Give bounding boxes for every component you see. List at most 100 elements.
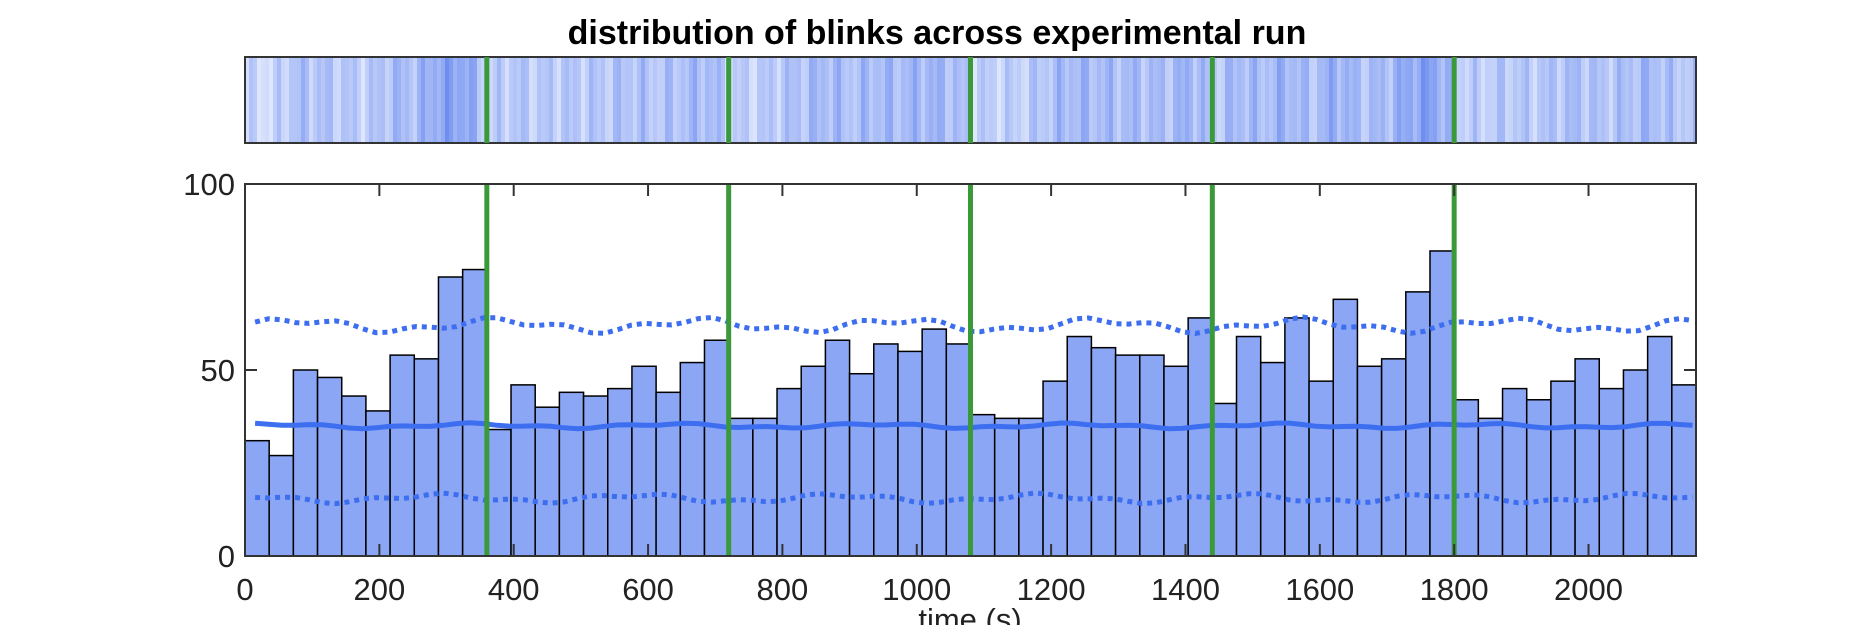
heatmap-cell <box>253 57 257 143</box>
heatmap-cell <box>805 57 809 143</box>
heatmap-cell <box>381 57 385 143</box>
heatmap-cell <box>1217 57 1221 143</box>
heatmap-cell <box>881 57 885 143</box>
x-tick-label: 200 <box>353 572 405 607</box>
heatmap-cell <box>1313 57 1317 143</box>
heatmap-cell <box>1693 57 1696 143</box>
heatmap-cell <box>605 57 609 143</box>
heatmap-cell <box>1357 57 1361 143</box>
heatmap-cell <box>661 57 665 143</box>
histogram-bar <box>1308 380 1334 557</box>
histogram-bar <box>1139 354 1165 557</box>
histogram-bar <box>461 268 488 557</box>
heatmap-cell <box>1489 57 1493 143</box>
heatmap-cell <box>645 57 649 143</box>
heatmap-cell <box>437 57 441 143</box>
heatmap-cell <box>573 57 577 143</box>
histogram-bar <box>1622 369 1649 557</box>
heatmap-cell <box>313 57 317 143</box>
heatmap-cell <box>1529 57 1533 143</box>
heatmap-cell <box>1505 57 1509 143</box>
heatmap-cell <box>833 57 837 143</box>
heatmap-cell <box>717 57 721 143</box>
heatmap-cell <box>989 57 993 143</box>
x-tick-label: 2000 <box>1554 572 1623 607</box>
heatmap-cell <box>1265 57 1269 143</box>
histogram-bar <box>1477 417 1504 557</box>
heatmap-cell <box>1013 57 1017 143</box>
heatmap-cell <box>1561 57 1565 143</box>
heatmap-cell <box>537 57 541 143</box>
heatmap-cell <box>1441 57 1445 143</box>
heatmap-cell <box>981 57 985 143</box>
heatmap-cell <box>541 57 545 143</box>
heatmap-cell <box>1433 57 1437 143</box>
heatmap-cell <box>1229 57 1233 143</box>
heatmap-cell <box>569 57 573 143</box>
histogram-bar <box>993 417 1020 557</box>
heatmap-cell <box>333 57 337 143</box>
heatmap-cell <box>757 57 761 143</box>
histogram-bar <box>752 417 778 557</box>
heatmap-cell <box>637 57 641 143</box>
heatmap-cell <box>1413 57 1417 143</box>
histogram-bar <box>1550 380 1576 557</box>
histogram-bar <box>776 387 802 557</box>
heatmap-cell <box>1081 57 1085 143</box>
heatmap-cell <box>465 57 469 143</box>
heatmap-cell <box>1077 57 1081 143</box>
heatmap-cell <box>893 57 897 143</box>
histogram-bar <box>703 339 730 557</box>
heatmap-cell <box>473 57 477 143</box>
heatmap-cell <box>1481 57 1485 143</box>
heatmap-cell <box>1657 57 1661 143</box>
heatmap-cell <box>977 57 981 143</box>
heatmap-cell <box>1573 57 1577 143</box>
heatmap-cell <box>753 57 757 143</box>
heatmap-cell <box>761 57 765 143</box>
heatmap-cell <box>1277 57 1281 143</box>
heatmap-cell <box>269 57 273 143</box>
heatmap-cell <box>1533 57 1537 143</box>
heatmap-cell <box>809 57 813 143</box>
heatmap-cell <box>445 57 449 143</box>
heatmap-cell <box>841 57 845 143</box>
heatmap-cell <box>1373 57 1377 143</box>
heatmap-cell <box>949 57 953 143</box>
heatmap-cell <box>705 57 709 143</box>
heatmap-cell <box>1325 57 1329 143</box>
heatmap-cell <box>625 57 629 143</box>
heatmap-cell <box>581 57 585 143</box>
heatmap-cell <box>897 57 901 143</box>
heatmap-cell <box>273 57 277 143</box>
heatmap-cell <box>1617 57 1621 143</box>
heatmap-cell <box>1389 57 1393 143</box>
heatmap-cell <box>1137 57 1141 143</box>
heatmap-cell <box>961 57 965 143</box>
heatmap-cell <box>1497 57 1501 143</box>
heatmap-cell <box>361 57 365 143</box>
histogram-bar <box>510 384 536 557</box>
histogram-bar <box>365 410 391 557</box>
heatmap-cell <box>965 57 969 143</box>
heatmap-cell <box>1113 57 1117 143</box>
heatmap-cell <box>937 57 941 143</box>
heatmap-cell <box>1129 57 1133 143</box>
heatmap-cell <box>529 57 533 143</box>
heatmap-cell <box>1133 57 1137 143</box>
heatmap-cell <box>905 57 909 143</box>
heatmap-cell <box>453 57 457 143</box>
heatmap-cell <box>1585 57 1589 143</box>
heatmap-cell <box>1201 57 1205 143</box>
histogram-bar <box>413 358 440 557</box>
heatmap-cell <box>1009 57 1013 143</box>
heatmap-cell <box>877 57 881 143</box>
histogram-bar <box>1356 365 1383 557</box>
heatmap-cell <box>1097 57 1101 143</box>
heatmap-cell <box>373 57 377 143</box>
heatmap-cell <box>785 57 789 143</box>
heatmap-cell <box>1257 57 1261 143</box>
heatmap-cell <box>709 57 713 143</box>
heatmap-cell <box>553 57 557 143</box>
